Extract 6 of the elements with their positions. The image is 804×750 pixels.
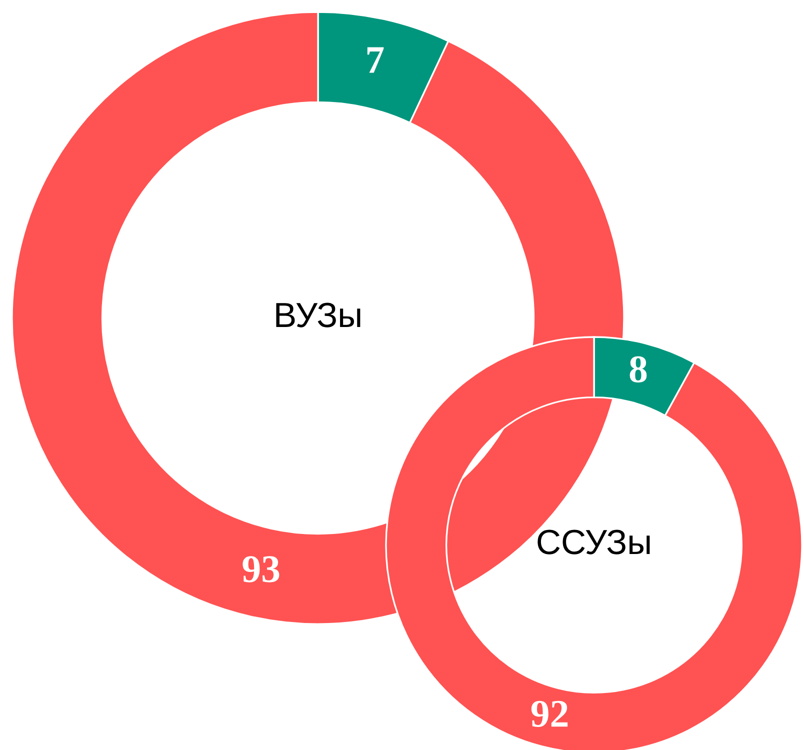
data-label: 8 (630, 356, 647, 382)
data-label: 92 (531, 700, 568, 727)
text: ССУЗы (538, 530, 650, 554)
data-label: 93 (242, 556, 280, 582)
text: ВУЗы (276, 302, 360, 328)
data-label: 7 (367, 47, 384, 73)
